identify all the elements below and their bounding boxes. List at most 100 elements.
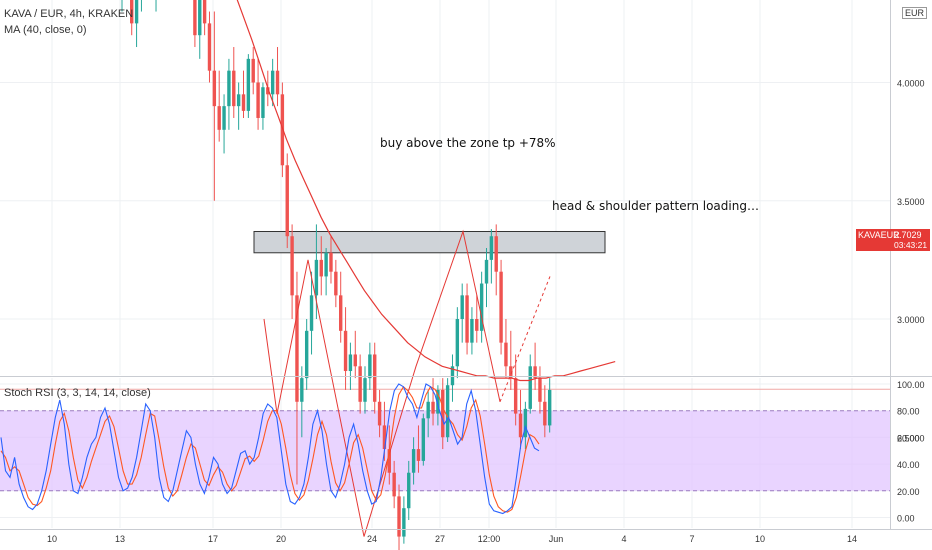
candle-body <box>300 378 304 402</box>
candle-body <box>241 94 246 111</box>
time-tick-label: 13 <box>115 534 125 544</box>
candle-body <box>304 330 309 379</box>
candle-body <box>295 295 299 402</box>
candle-body <box>450 366 455 386</box>
candle-body <box>479 283 484 331</box>
candle-body <box>470 319 474 343</box>
candle-body <box>387 449 391 473</box>
candle-body <box>217 106 221 130</box>
candle-body <box>411 449 416 473</box>
candle-body <box>309 295 314 331</box>
symbol-title: KAVA / EUR, 4h, KRAKEN <box>4 8 134 20</box>
price-tick-label: 3.0000 <box>897 315 925 325</box>
candle-body <box>475 319 479 331</box>
candle-body <box>130 0 134 24</box>
candle-body <box>198 0 202 36</box>
candle-body <box>377 401 382 426</box>
candle-body <box>416 449 421 461</box>
candle-body <box>329 252 333 272</box>
currency-label[interactable]: EUR <box>902 7 928 19</box>
candle-body <box>334 271 338 296</box>
time-tick-label: 17 <box>208 534 218 544</box>
candle-body <box>275 70 280 95</box>
candle-body <box>363 378 367 402</box>
candle-body <box>134 0 139 24</box>
candle-body <box>324 252 328 277</box>
price-tick-label: 2.5000 <box>897 433 925 443</box>
candle-body <box>518 413 523 438</box>
candle-body <box>382 425 387 450</box>
stoch-tick-label: 40.00 <box>897 460 920 470</box>
candle-body <box>547 389 552 426</box>
candle-body <box>319 259 323 277</box>
projection-line <box>499 276 551 402</box>
badge-price: 2.7029 <box>894 230 922 240</box>
candle-body <box>392 472 396 497</box>
candle-body <box>494 236 498 272</box>
time-tick-label: 20 <box>276 534 286 544</box>
candle-body <box>227 70 231 107</box>
time-tick-label: 4 <box>621 534 626 544</box>
candle-body <box>232 70 236 107</box>
candle-body <box>513 378 518 414</box>
stoch-tick-label: 0.00 <box>897 514 915 524</box>
time-tick-label: 10 <box>47 534 57 544</box>
candle-body <box>358 366 362 402</box>
candle-body <box>348 354 353 372</box>
trend-line <box>263 229 501 537</box>
candle-body <box>455 319 460 367</box>
candle-body <box>261 87 265 118</box>
candle-body <box>509 366 513 379</box>
candle-body <box>533 366 537 379</box>
candle-body <box>207 23 212 71</box>
time-tick-label: 27 <box>435 534 445 544</box>
candle-body <box>353 354 357 367</box>
candle-body <box>402 508 406 537</box>
time-tick-label: 10 <box>755 534 765 544</box>
candle-body <box>484 259 489 284</box>
candle-body <box>236 94 241 107</box>
candle-body <box>499 271 503 343</box>
price-tick-label: 4.0000 <box>897 79 925 89</box>
stoch-tick-label: 100.00 <box>897 380 925 390</box>
candle-body <box>421 418 426 461</box>
price-tick-label: 3.5000 <box>897 197 925 207</box>
zone-annotation: buy above the zone tp +78% <box>380 136 556 150</box>
time-tick-label: 14 <box>847 534 857 544</box>
candle-body <box>202 0 207 24</box>
candle-body <box>373 354 377 402</box>
candle-body <box>504 342 508 367</box>
candle-body <box>489 236 494 260</box>
candle-body <box>193 0 197 36</box>
time-tick-label: 7 <box>689 534 694 544</box>
stoch-tick-label: 80.00 <box>897 407 920 417</box>
candle-body <box>280 94 285 166</box>
candle-body <box>465 295 469 343</box>
stoch-tick-label: 20.00 <box>897 487 920 497</box>
candle-body <box>431 401 435 414</box>
badge-symbol: KAVAEUR <box>858 230 900 240</box>
time-tick-label: 12:00 <box>478 534 501 544</box>
candle-body <box>445 385 450 438</box>
time-tick-label: 24 <box>367 534 377 544</box>
ma-line <box>236 0 616 382</box>
candle-body <box>538 378 542 402</box>
candle-body <box>314 259 319 296</box>
stoch-k-line <box>0 383 540 515</box>
time-tick-label: Jun <box>549 534 564 544</box>
candle-body <box>397 496 401 537</box>
candle-body <box>256 82 260 118</box>
badge-timer: 03:43:21 <box>894 240 928 250</box>
candle-body <box>407 472 411 509</box>
candle-body <box>343 330 348 372</box>
candle-body <box>436 389 440 414</box>
candle-body <box>460 295 464 319</box>
last-price-badge: KAVAEUR 2.7029 03:43:21 <box>856 229 930 251</box>
oscillator-title: Stoch RSI (3, 3, 14, 14, close) <box>4 387 151 399</box>
candle-body <box>528 366 532 409</box>
ma-legend: MA (40, close, 0) <box>4 24 87 36</box>
pattern-annotation: head & shoulder pattern loading… <box>552 199 759 213</box>
candle-body <box>290 236 294 296</box>
